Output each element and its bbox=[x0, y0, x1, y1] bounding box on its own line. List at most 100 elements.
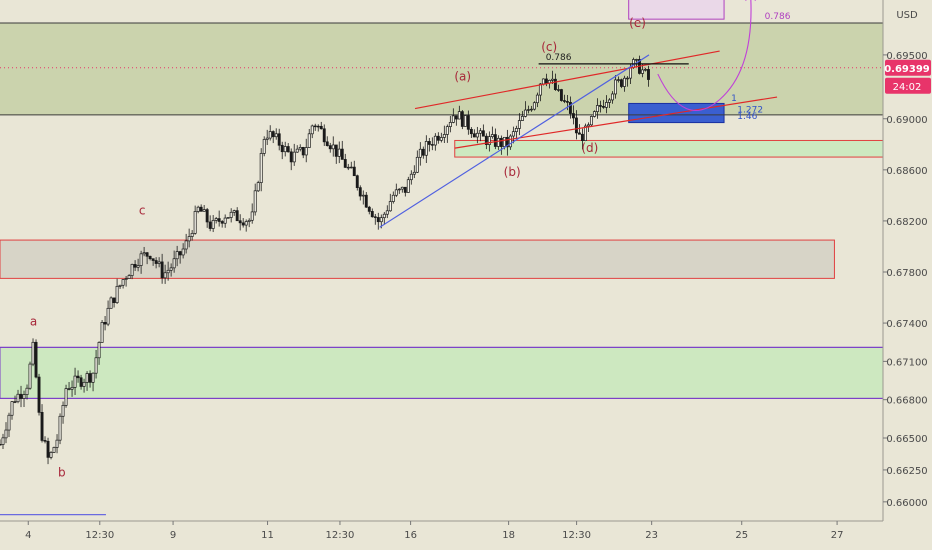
candle-body bbox=[271, 131, 275, 138]
candle-body bbox=[574, 117, 578, 134]
candle-body bbox=[427, 141, 431, 145]
candle-body bbox=[253, 190, 257, 213]
candle bbox=[100, 319, 104, 343]
candle bbox=[355, 174, 359, 191]
candle bbox=[172, 250, 176, 273]
candle-body bbox=[286, 146, 290, 153]
y-tick-label: 0.66500 bbox=[886, 434, 927, 445]
candle bbox=[313, 123, 317, 131]
candle-body bbox=[538, 83, 542, 96]
candle bbox=[526, 105, 530, 114]
candle bbox=[217, 210, 221, 227]
candle bbox=[142, 246, 146, 257]
candle bbox=[73, 367, 77, 396]
candle-body bbox=[256, 182, 260, 192]
candle bbox=[517, 113, 521, 136]
candle bbox=[607, 98, 611, 108]
candle-body bbox=[604, 102, 608, 108]
candle-body bbox=[463, 115, 467, 127]
candle bbox=[0, 439, 2, 446]
trend-line-1 bbox=[454, 96, 778, 149]
candle-body bbox=[190, 232, 194, 237]
candle bbox=[205, 207, 209, 228]
candle-body bbox=[565, 101, 569, 103]
candle bbox=[508, 134, 512, 150]
candle-body bbox=[160, 261, 164, 279]
candle-body bbox=[490, 134, 494, 137]
candle-body bbox=[415, 156, 419, 173]
candle bbox=[124, 275, 128, 287]
candle-body bbox=[367, 206, 371, 212]
candle bbox=[136, 258, 140, 272]
candle bbox=[31, 338, 35, 367]
candle bbox=[154, 257, 158, 269]
candle-body bbox=[541, 78, 545, 85]
candle-body bbox=[307, 133, 311, 148]
candle-body bbox=[526, 109, 530, 111]
candle bbox=[592, 110, 596, 118]
projection-arrow bbox=[657, 0, 752, 111]
candle bbox=[193, 205, 197, 235]
candle bbox=[40, 404, 44, 443]
candle bbox=[562, 94, 566, 104]
candle-body bbox=[442, 134, 446, 138]
candle-body bbox=[61, 405, 65, 417]
y-tick-label: 0.68600 bbox=[886, 166, 927, 177]
candle bbox=[409, 170, 413, 185]
candle bbox=[19, 385, 23, 408]
candle-body bbox=[295, 148, 299, 153]
trend-line-2 bbox=[379, 54, 650, 228]
candle bbox=[178, 250, 182, 264]
candle-body bbox=[304, 147, 308, 156]
candle bbox=[7, 412, 11, 438]
candle bbox=[499, 135, 503, 155]
candle-body bbox=[397, 188, 401, 191]
candle bbox=[259, 148, 263, 192]
candle-body bbox=[647, 69, 650, 80]
candle-body bbox=[325, 141, 329, 146]
candle-body bbox=[430, 144, 434, 146]
candle bbox=[319, 121, 323, 130]
candle-body bbox=[118, 284, 122, 287]
candle-body bbox=[289, 151, 293, 163]
candle-body bbox=[406, 179, 410, 193]
candle-body bbox=[121, 279, 125, 286]
candle-body bbox=[280, 144, 284, 153]
candle bbox=[1, 433, 5, 450]
candle bbox=[55, 434, 59, 454]
candle-body bbox=[52, 447, 56, 453]
candle bbox=[388, 193, 392, 212]
candle-body bbox=[217, 218, 221, 222]
candle-body bbox=[7, 414, 11, 431]
candle-body bbox=[523, 109, 527, 117]
wave-label: (c) bbox=[541, 40, 557, 54]
candle-body bbox=[529, 108, 533, 111]
candle-body bbox=[13, 401, 17, 403]
candle-body bbox=[454, 115, 458, 120]
candle bbox=[358, 185, 362, 201]
candle bbox=[403, 186, 407, 197]
candle bbox=[620, 78, 623, 89]
candle bbox=[641, 64, 644, 78]
candle-body bbox=[520, 116, 524, 121]
candle bbox=[64, 384, 68, 408]
candle bbox=[427, 137, 431, 152]
candle bbox=[520, 111, 524, 121]
candle-body bbox=[481, 130, 485, 137]
candle bbox=[568, 96, 572, 119]
candle bbox=[127, 274, 131, 279]
candle bbox=[454, 115, 458, 126]
candle bbox=[484, 133, 488, 150]
candle-body bbox=[617, 79, 620, 81]
candle bbox=[644, 67, 647, 72]
candle-body bbox=[331, 144, 335, 150]
candle-body bbox=[133, 264, 137, 268]
candle-body bbox=[67, 388, 71, 390]
candles-layer bbox=[0, 55, 650, 465]
candle-body bbox=[644, 69, 647, 71]
candle bbox=[391, 191, 395, 204]
candle-body bbox=[568, 101, 572, 114]
candle bbox=[13, 395, 17, 404]
candle bbox=[211, 215, 215, 233]
